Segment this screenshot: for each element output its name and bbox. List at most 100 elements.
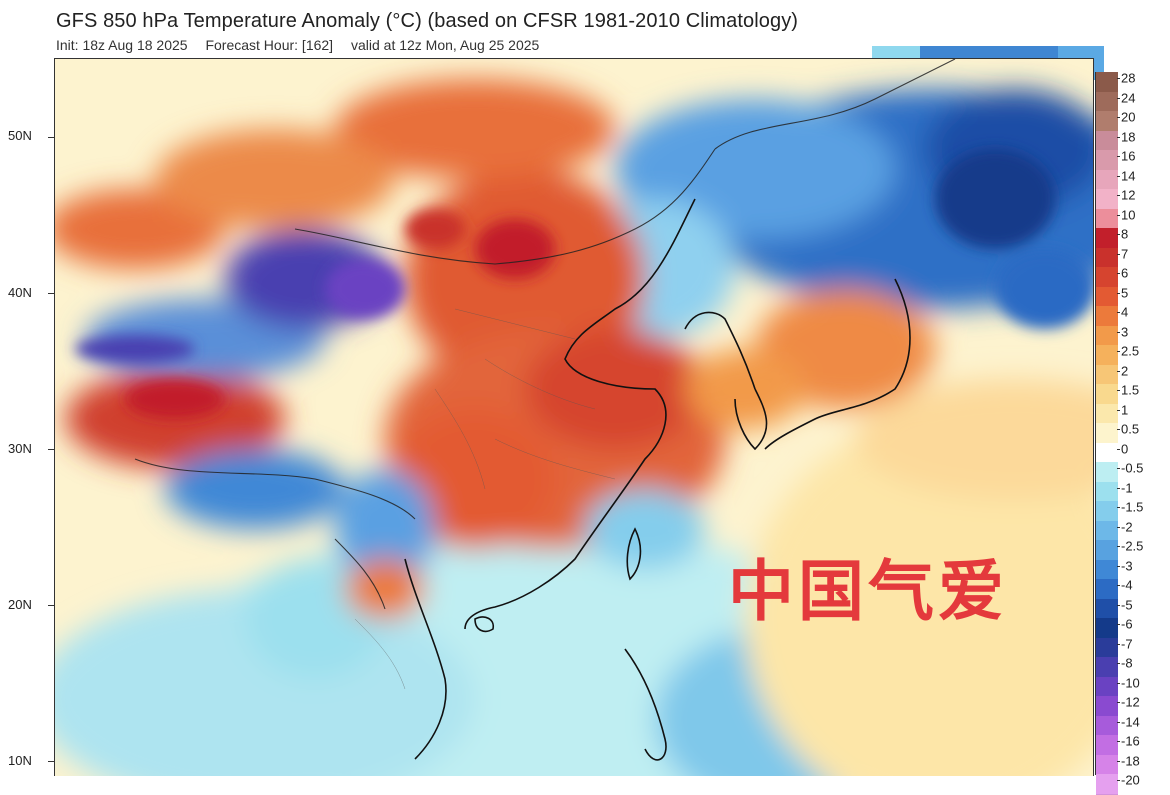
colorbar-tick [1117,604,1120,606]
colorbar-swatch [1096,286,1118,307]
colorbar-label: -10 [1121,675,1140,690]
latitude-label: 20N [8,597,32,612]
colorbar [1095,72,1118,795]
colorbar-label: -1 [1121,480,1133,495]
colorbar-swatch [1096,423,1118,444]
colorbar-tick [1117,721,1120,723]
colorbar-swatch [1096,247,1118,268]
colorbar-tick [1117,468,1120,469]
colorbar-tick [1117,565,1120,567]
colorbar-label: -3 [1121,558,1133,573]
colorbar-label: -12 [1121,694,1140,710]
colorbar-tick [1117,624,1120,625]
colorbar-swatch [1096,715,1118,736]
latitude-label: 30N [8,441,32,456]
colorbar-swatch [1096,384,1118,405]
colorbar-label: 0.5 [1121,421,1140,437]
colorbar-swatch [1096,228,1118,249]
colorbar-swatch [1096,637,1118,658]
latitude-tick [48,605,54,606]
colorbar-label: 16 [1121,148,1136,164]
colorbar-swatch [1096,403,1118,424]
colorbar-label: -14 [1121,714,1140,729]
colorbar-tick [1117,702,1120,703]
colorbar-label: -6 [1121,616,1133,632]
watermark-text: 中国气爱 [728,553,1008,630]
colorbar-swatch [1096,150,1118,171]
chart-title: GFS 850 hPa Temperature Anomaly (°C) (ba… [56,10,799,32]
colorbar-tick [1117,234,1120,235]
colorbar-label: -18 [1121,753,1140,768]
colorbar-swatch [1096,520,1118,541]
latitude-tick [48,761,54,762]
colorbar-swatch [1096,657,1118,678]
colorbar-swatch [1096,345,1118,366]
colorbar-label: 20 [1121,109,1136,125]
colorbar-tick [1117,390,1120,391]
colorbar-swatch [1096,462,1118,483]
colorbar-tick [1117,195,1120,196]
anomaly-detail [75,149,1093,419]
colorbar-tick [1117,370,1120,372]
colorbar-label: 2.5 [1121,343,1140,359]
colorbar-tick [1117,117,1120,118]
anomaly-field [55,79,1093,776]
colorbar-label: 10 [1121,207,1136,222]
colorbar-swatch [1096,325,1118,346]
latitude-label: 10N [8,753,32,768]
colorbar-tick [1117,585,1120,586]
anomaly-map[interactable] [54,58,1094,776]
colorbar-tick [1117,156,1120,157]
colorbar-swatch [1096,208,1118,229]
colorbar-tick [1117,741,1120,742]
latitude-tick [48,293,54,294]
colorbar-label: 0 [1121,441,1129,456]
colorbar-tick [1117,97,1120,99]
colorbar-label: 6 [1121,265,1129,281]
colorbar-tick [1117,682,1120,684]
latitude-label: 50N [8,128,32,143]
valid-time: valid at 12z Mon, Aug 25 2025 [350,37,540,53]
colorbar-label: 14 [1121,168,1136,183]
colorbar-tick [1117,136,1120,138]
colorbar-label: -1.5 [1121,499,1144,515]
colorbar-label: 2 [1121,363,1129,378]
colorbar-swatch [1096,559,1118,580]
colorbar-swatch [1096,189,1118,210]
colorbar-tick [1117,214,1120,216]
colorbar-label: 1 [1121,402,1129,417]
colorbar-swatch [1096,111,1118,132]
province-borders [354,308,616,690]
colorbar-tick [1117,546,1120,547]
colorbar-swatch [1096,91,1118,112]
colorbar-tick [1117,253,1120,255]
colorbar-label: 18 [1121,129,1136,144]
latitude-label: 40N [8,285,32,300]
colorbar-swatch [1096,774,1118,795]
colorbar-tick [1117,351,1120,352]
colorbar-tick [1117,643,1120,645]
colorbar-tick [1117,663,1120,664]
colorbar-swatch [1096,130,1118,151]
latitude-tick [48,449,54,450]
colorbar-label: 8 [1121,226,1129,242]
colorbar-label: 3 [1121,324,1129,339]
colorbar-label: 24 [1121,90,1136,105]
colorbar-tick [1117,780,1120,781]
colorbar-swatch [1096,598,1118,619]
colorbar-tick [1117,273,1120,274]
colorbar-tick [1117,448,1120,450]
forecast-hour: Forecast Hour: [162] [205,37,334,53]
colorbar-swatch [1096,442,1118,463]
colorbar-swatch [1096,481,1118,502]
init-time: Init: 18z Aug 18 2025 [56,37,188,53]
colorbar-tick [1117,175,1120,177]
colorbar-label: -4 [1121,577,1133,593]
colorbar-swatch [1096,540,1118,561]
colorbar-swatch [1096,306,1118,327]
colorbar-label: -16 [1121,733,1140,749]
coastline [404,198,911,761]
colorbar-tick [1117,429,1120,430]
colorbar-tick [1117,78,1120,79]
colorbar-tick [1117,331,1120,333]
